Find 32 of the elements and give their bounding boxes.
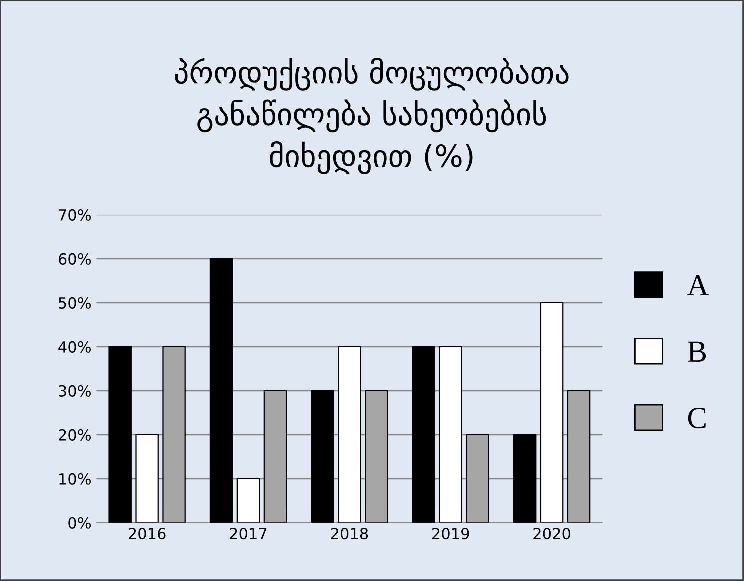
x-tick-label: 2016 [128, 528, 166, 540]
bar [338, 346, 362, 523]
y-tick-label: 10% [60, 473, 92, 485]
bar [513, 434, 537, 523]
y-tick-label: 70% [59, 209, 92, 221]
bar [540, 302, 564, 523]
bar [466, 434, 490, 523]
bar [311, 390, 334, 523]
bar [567, 390, 591, 523]
bar [412, 346, 436, 523]
legend-label: A [687, 275, 709, 296]
bar [365, 390, 388, 523]
legend-label: B [688, 342, 706, 362]
chart-title: პროდუქციის მოცულობათა განაწილება სახეობების მიხედვით (%) [175, 58, 569, 174]
bar [264, 390, 288, 523]
bar [236, 478, 260, 523]
y-tick-label: 60% [58, 253, 92, 265]
bar [162, 346, 186, 523]
y-tick-label: 20% [59, 429, 92, 441]
bar [136, 434, 159, 523]
y-tick-label: 0% [68, 517, 92, 529]
x-tick-label: 2017 [230, 528, 267, 540]
y-tick-label: 50% [59, 297, 92, 309]
bar [210, 258, 234, 523]
legend-label: C [688, 408, 706, 429]
bar [439, 346, 462, 523]
y-tick-label: 30% [59, 385, 92, 397]
y-tick-label: 40% [58, 341, 92, 353]
x-tick-label: 2019 [432, 528, 470, 540]
bar [108, 346, 132, 523]
x-tick-label: 2018 [331, 528, 368, 540]
x-tick-label: 2020 [534, 528, 570, 540]
